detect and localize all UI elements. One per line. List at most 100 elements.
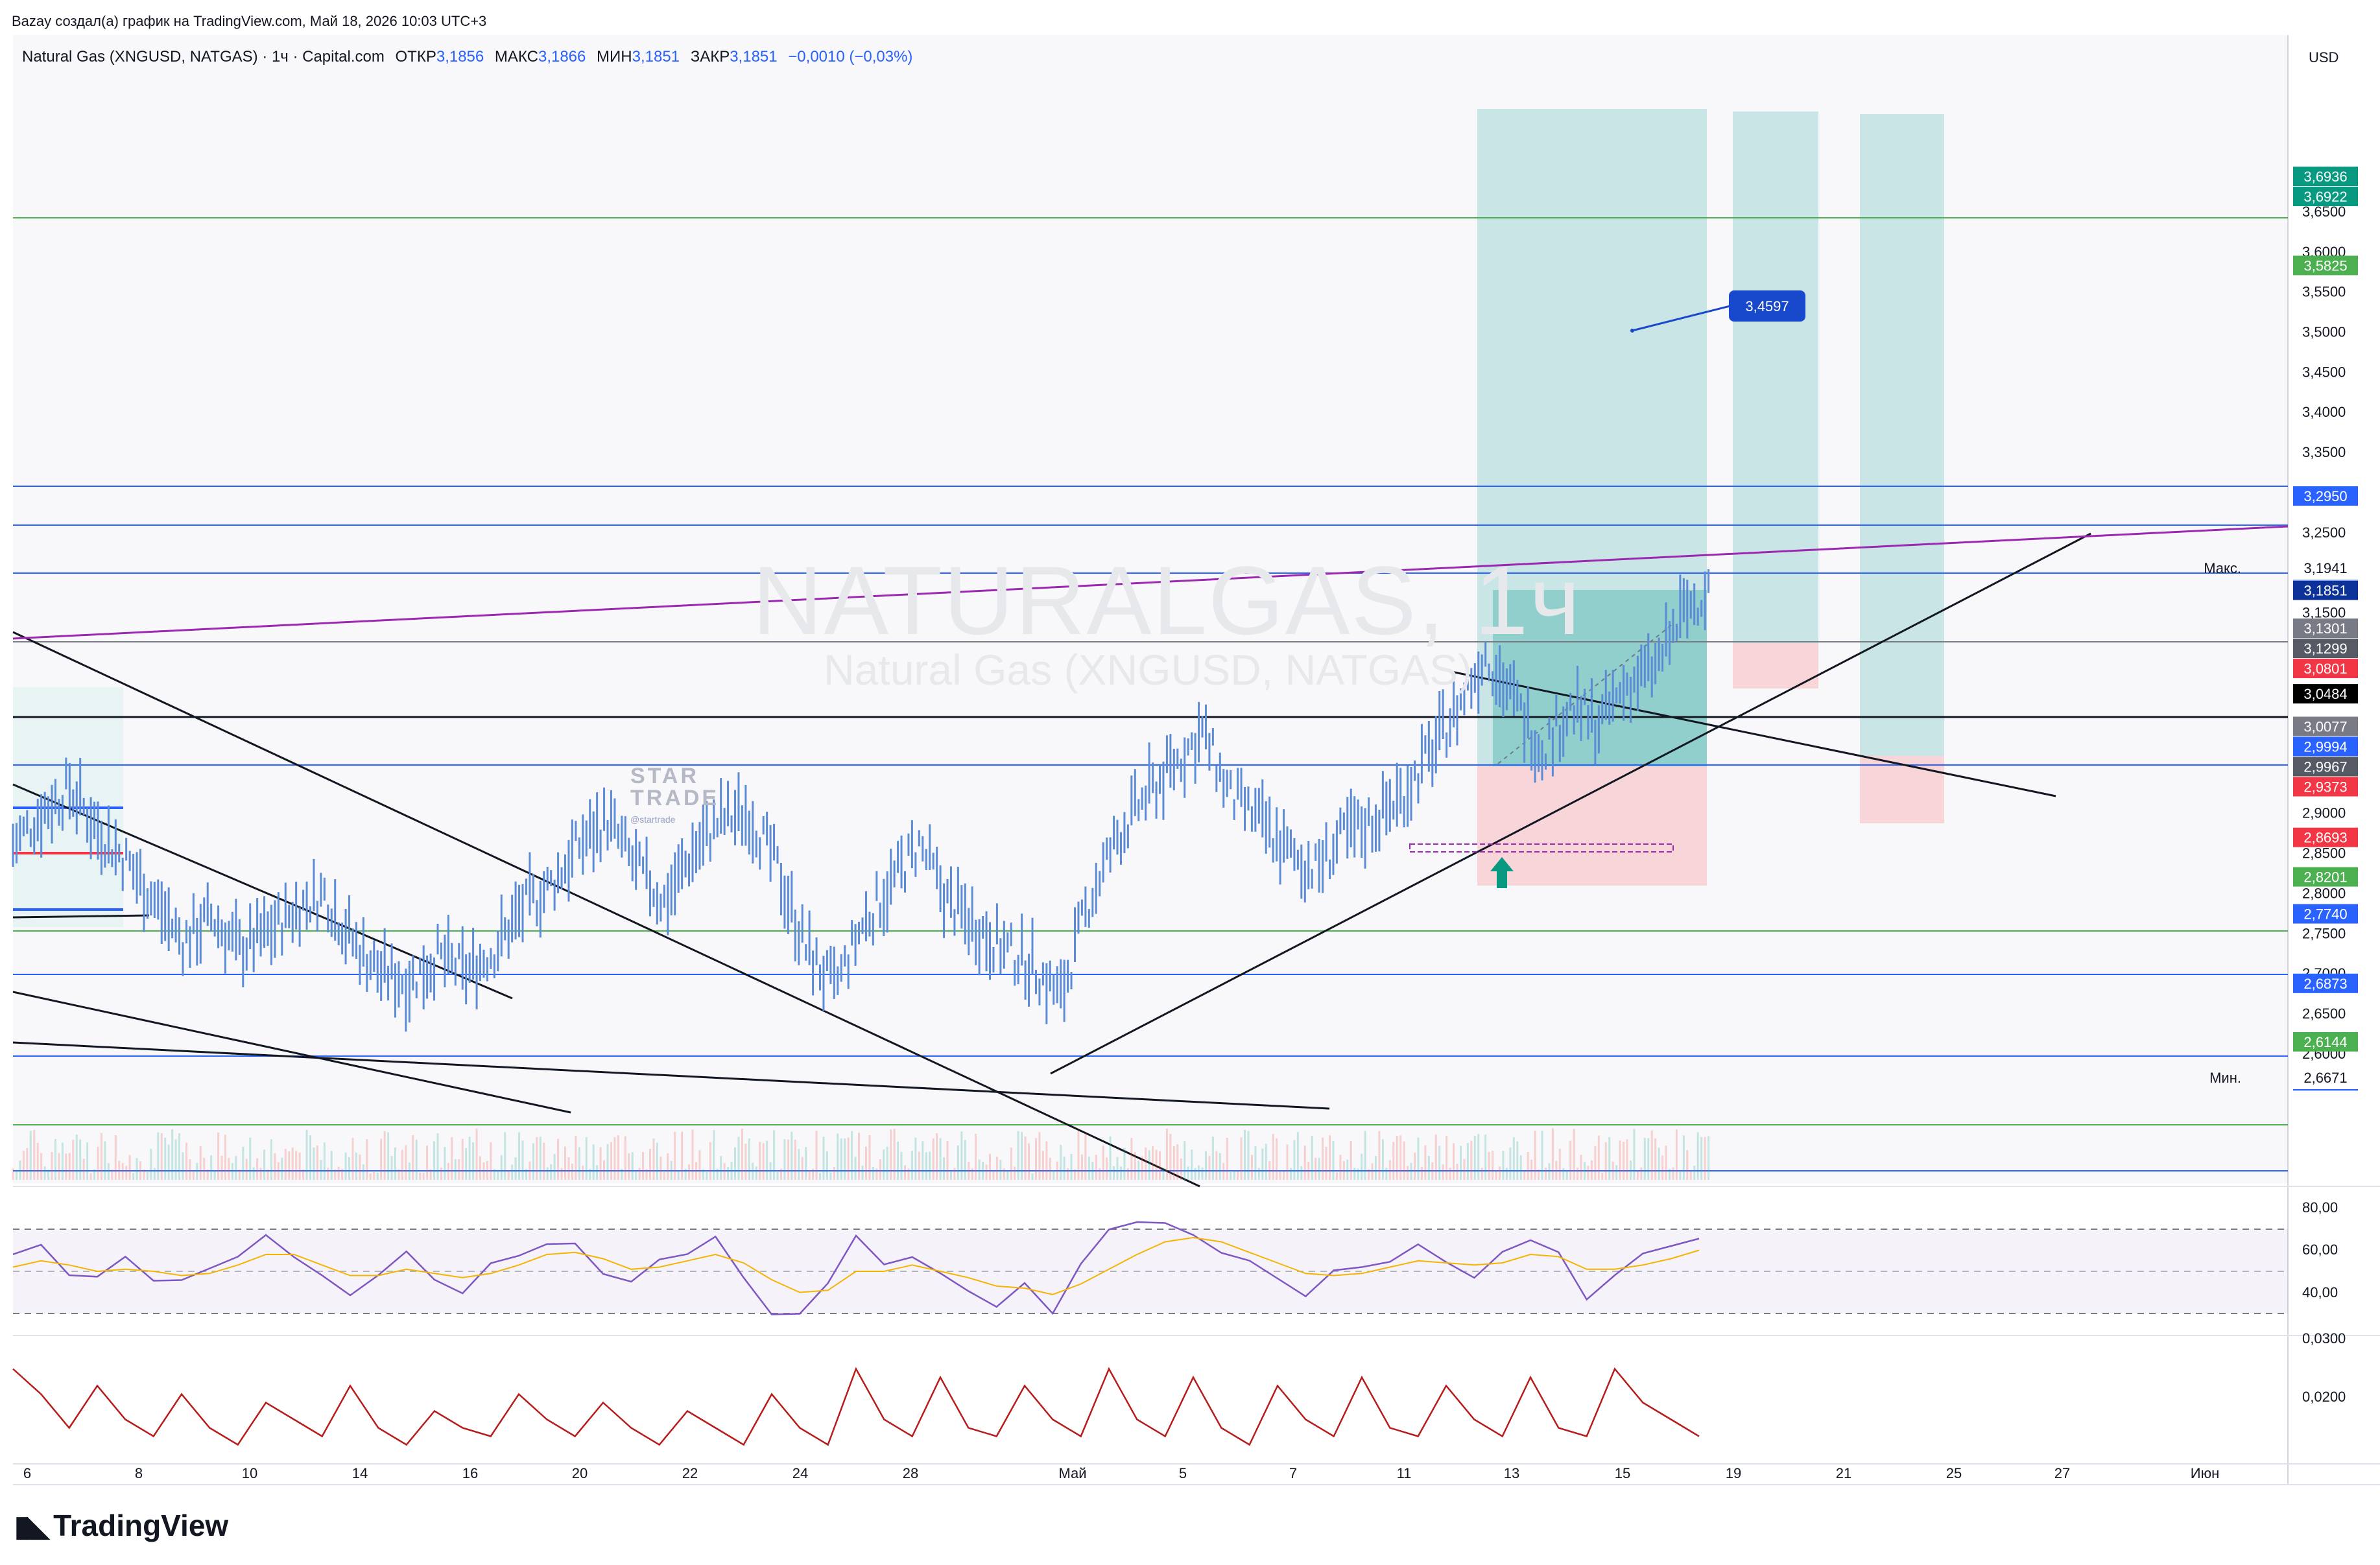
rsi-series[interactable] xyxy=(12,1221,1700,1315)
volume-bar xyxy=(220,1155,223,1180)
volume-bar xyxy=(1286,1144,1289,1180)
trendline-down-low[interactable] xyxy=(12,991,571,1114)
volume-bar xyxy=(1502,1151,1505,1180)
volume-bar xyxy=(801,1157,803,1180)
long-position-loss-2[interactable] xyxy=(1733,643,1818,688)
volume-bar xyxy=(136,1158,138,1180)
demand-zone-rect[interactable] xyxy=(1409,843,1674,853)
volume-bar xyxy=(1378,1131,1381,1180)
min-value-box xyxy=(2293,1066,2358,1089)
horizontal-levels[interactable] xyxy=(13,217,2288,1171)
volume-bar xyxy=(1119,1166,1122,1180)
volume-bar xyxy=(851,1131,853,1180)
trendline-down-long[interactable] xyxy=(12,631,1200,1188)
volume-bar xyxy=(918,1151,920,1180)
trendline-wedge-top[interactable] xyxy=(1451,670,2056,797)
volume-bar xyxy=(1116,1157,1119,1180)
trendline-up[interactable] xyxy=(1050,532,2091,1075)
price-pane[interactable] xyxy=(13,35,2288,1184)
volume-bar xyxy=(1172,1146,1175,1180)
long-position-profit-3[interactable] xyxy=(1860,114,1944,756)
volume-bar xyxy=(514,1157,517,1180)
volume-bar xyxy=(787,1139,789,1180)
rsi-ma-line[interactable] xyxy=(12,1236,1700,1295)
volume-bar xyxy=(762,1143,765,1180)
rsi-line[interactable] xyxy=(12,1221,1700,1315)
volume-bar xyxy=(975,1133,977,1180)
volume-bar xyxy=(153,1168,156,1180)
volume-bar xyxy=(270,1139,272,1180)
price-badge-label: 3,2950 xyxy=(2303,488,2347,504)
volume-bar xyxy=(582,1166,584,1180)
volume-bar xyxy=(1442,1164,1444,1180)
volume-bar xyxy=(19,1160,21,1180)
volume-bar xyxy=(1619,1140,1621,1180)
volume-bar xyxy=(1165,1128,1168,1180)
volume-bar xyxy=(486,1160,488,1180)
target-callout[interactable] xyxy=(1729,290,1805,322)
volume-bar xyxy=(1453,1143,1455,1180)
volume-bar xyxy=(1300,1166,1303,1180)
volume-bar xyxy=(564,1146,566,1180)
volume-bar xyxy=(1427,1156,1430,1180)
symbol-legend[interactable]: Natural Gas (XNGUSD, NATGAS) · 1ч · Capi… xyxy=(22,48,912,66)
volume-bar xyxy=(1028,1143,1030,1180)
volume-bar xyxy=(1509,1147,1512,1180)
volume-bar xyxy=(1211,1136,1214,1180)
volume-bar xyxy=(1240,1137,1243,1180)
time-tick-label: 22 xyxy=(682,1465,698,1481)
volume-bar xyxy=(1364,1131,1366,1180)
volume-bar xyxy=(86,1142,89,1180)
volume-bar xyxy=(1222,1162,1225,1180)
logo-line-1: STAR xyxy=(630,764,700,788)
volume-bar xyxy=(231,1162,233,1180)
volume-bar xyxy=(111,1170,113,1180)
volume-bar xyxy=(245,1159,248,1180)
volume-bar xyxy=(596,1165,599,1180)
trendline-down-short[interactable] xyxy=(12,783,513,1000)
legend-symbol[interactable]: Natural Gas (XNGUSD, NATGAS) · 1ч · Capi… xyxy=(22,48,385,65)
time-axis[interactable]: 6 8 10 14 16 20 22 24 28 Май 5 7 11 13 15 19 21 25 27 Июн xyxy=(23,1465,2219,1481)
volume-bar xyxy=(1414,1152,1416,1180)
volume-bar xyxy=(1031,1173,1034,1180)
price-tick-label: 3,2500 xyxy=(2302,524,2346,541)
volume-bar xyxy=(684,1168,687,1180)
price-badge xyxy=(2293,167,2358,187)
volume-bar xyxy=(344,1152,347,1180)
volume-bar xyxy=(1470,1140,1473,1180)
channel-line-purple[interactable] xyxy=(12,525,2289,640)
volume-bar xyxy=(822,1136,825,1180)
volume-bar xyxy=(1010,1147,1012,1180)
volume-bar xyxy=(203,1157,206,1180)
trendline-flat[interactable] xyxy=(12,1041,1330,1110)
volume-bar xyxy=(1446,1135,1448,1180)
tradingview-brand[interactable]: ▮◣ TradingView xyxy=(14,1508,228,1543)
volume-bar xyxy=(302,1169,305,1180)
volume-bar xyxy=(440,1167,442,1180)
long-position-loss-3[interactable] xyxy=(1860,756,1944,823)
symbol-watermark: NATURALGAS, 1ч xyxy=(752,546,1582,655)
volume-bar xyxy=(1580,1155,1582,1180)
price-badge-label: 3,6936 xyxy=(2303,169,2347,185)
time-tick-label: Май xyxy=(1058,1465,1086,1481)
volume-bar xyxy=(79,1139,82,1180)
volume-bar xyxy=(819,1173,821,1180)
oscillator-line[interactable] xyxy=(12,1367,1700,1446)
trend-lines[interactable] xyxy=(12,532,2091,1188)
oscillator-series[interactable] xyxy=(12,1367,1700,1446)
long-position-profit-2[interactable] xyxy=(1733,112,1818,643)
long-position-loss[interactable] xyxy=(1477,766,1707,886)
rsi-pane[interactable] xyxy=(13,1192,2288,1333)
volume-bar xyxy=(702,1169,704,1180)
price-tick-label: 3,6500 xyxy=(2302,204,2346,220)
volume-bar xyxy=(1577,1167,1579,1180)
price-axis[interactable]: USD 3,65003,60003,55003,50003,45003,4000… xyxy=(2302,49,2346,1062)
volume-bar xyxy=(1095,1155,1097,1180)
price-series[interactable] xyxy=(12,569,1710,1032)
oscillator-pane[interactable] xyxy=(13,1339,2288,1463)
volume-bar xyxy=(1038,1132,1041,1180)
trendline-left-short[interactable] xyxy=(12,914,150,919)
volume-bar xyxy=(1060,1145,1062,1180)
volume-bar xyxy=(210,1155,213,1180)
